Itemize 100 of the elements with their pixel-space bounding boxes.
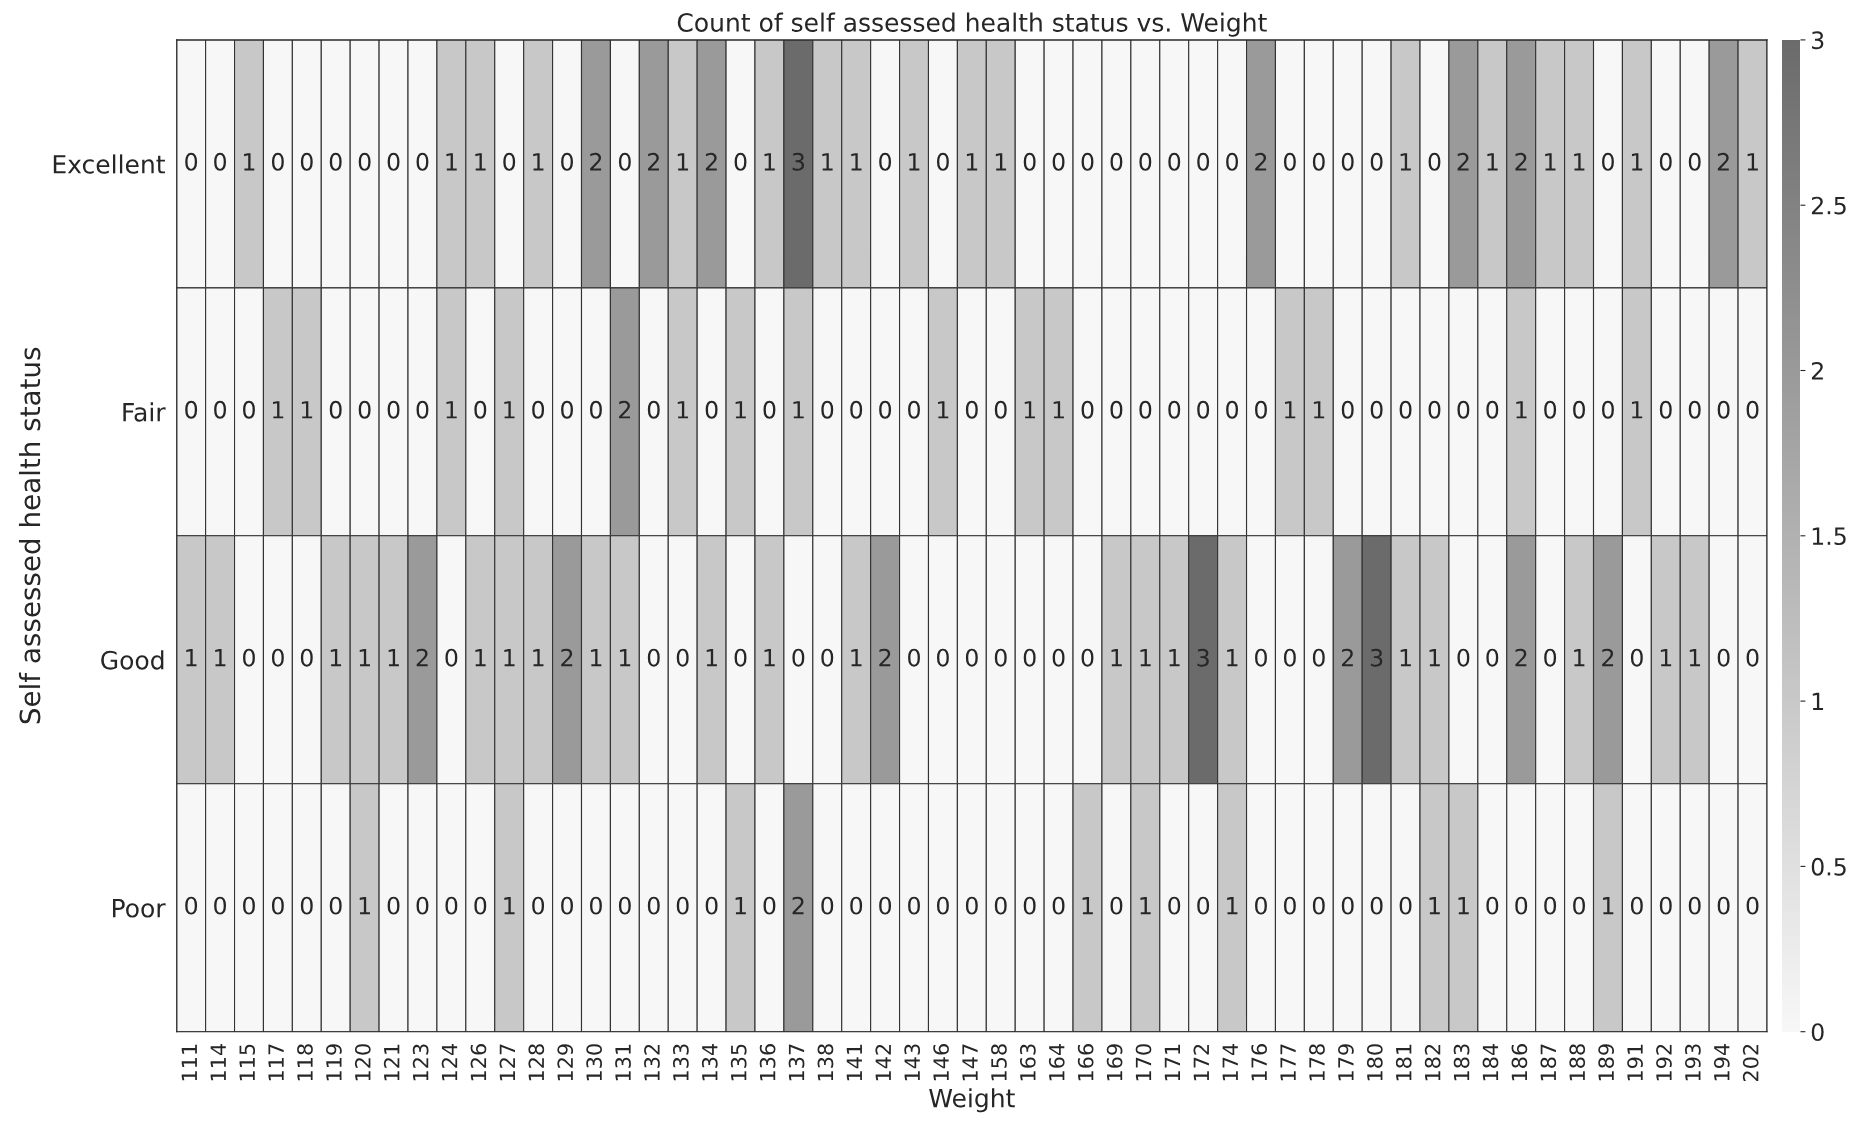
color-bar-label: 2 — [1811, 361, 1823, 380]
data-label: 0 — [358, 152, 371, 171]
data-label: 0 — [271, 896, 284, 915]
data-label: 0 — [1486, 648, 1499, 667]
x-tick-label: 164 — [1048, 1043, 1065, 1081]
x-tick-label: 163 — [1019, 1044, 1036, 1081]
data-label: 0 — [300, 896, 313, 915]
data-label: 1 — [475, 649, 486, 667]
x-tick-label: 179 — [1338, 1044, 1354, 1081]
data-label: 1 — [793, 401, 804, 419]
data-label: 0 — [1197, 152, 1210, 171]
x-tick-label: 184 — [1482, 1043, 1499, 1081]
y-axis-title: Self assessed health status — [18, 347, 41, 724]
data-label: 0 — [1168, 896, 1181, 915]
data-label: 1 — [1603, 897, 1614, 915]
data-label: 0 — [329, 400, 342, 419]
x-tick-label: 135 — [730, 1044, 747, 1081]
data-label: 1 — [1169, 649, 1180, 667]
data-label: 0 — [1630, 896, 1643, 915]
data-label: 1 — [966, 153, 978, 171]
data-label: 0 — [1746, 896, 1759, 915]
data-label: 0 — [1486, 896, 1499, 915]
data-label: 2 — [1457, 152, 1469, 171]
data-label: 0 — [185, 400, 198, 419]
data-label: 0 — [243, 648, 255, 667]
data-label: 0 — [358, 400, 371, 419]
data-label: 0 — [879, 400, 892, 419]
data-label: 1 — [1400, 649, 1411, 667]
data-label: 0 — [1168, 152, 1181, 171]
color-bar-label: 0 — [1811, 1023, 1824, 1042]
data-label: 1 — [1487, 153, 1498, 171]
data-label: 0 — [1486, 400, 1499, 419]
x-tick-label: 142 — [875, 1044, 891, 1081]
data-label: 1 — [301, 401, 313, 419]
data-label: 0 — [329, 896, 342, 915]
data-label: 0 — [1688, 896, 1701, 915]
data-label: 0 — [1052, 152, 1065, 171]
data-label: 1 — [995, 153, 1007, 171]
data-label: 0 — [1688, 152, 1701, 171]
data-label: 0 — [474, 400, 487, 419]
data-label: 0 — [1630, 648, 1643, 667]
data-label: 0 — [908, 648, 920, 667]
data-label: 0 — [1197, 400, 1210, 419]
data-label: 0 — [994, 648, 1007, 667]
x-tick-label: 134 — [701, 1043, 718, 1081]
x-tick-label: 114 — [210, 1043, 226, 1081]
data-label: 0 — [1341, 896, 1354, 915]
x-tick-label: 143 — [904, 1044, 921, 1081]
data-label: 0 — [1746, 400, 1759, 419]
x-tick-label: 118 — [297, 1044, 313, 1081]
data-label: 0 — [936, 896, 949, 915]
data-label: 0 — [1312, 152, 1325, 171]
data-label: 1 — [1429, 649, 1440, 667]
x-tick-label: 180 — [1366, 1044, 1383, 1081]
data-label: 0 — [387, 400, 400, 419]
x-tick-label: 130 — [586, 1044, 603, 1081]
data-label: 0 — [821, 896, 834, 915]
x-tick-label: 202 — [1742, 1044, 1759, 1082]
data-label: 1 — [1545, 153, 1556, 171]
data-label: 1 — [388, 649, 399, 667]
data-label: 0 — [1717, 896, 1730, 915]
x-tick-label: 174 — [1222, 1043, 1238, 1081]
data-label: 0 — [618, 152, 631, 171]
data-label: 1 — [822, 153, 833, 171]
data-label: 0 — [676, 896, 689, 915]
data-label: 0 — [1341, 400, 1354, 419]
data-label: 1 — [1024, 401, 1036, 419]
data-label: 0 — [1428, 400, 1441, 419]
data-label: 0 — [1602, 400, 1614, 419]
data-label: 0 — [300, 648, 313, 667]
data-label: 0 — [705, 896, 718, 915]
x-tick-label: 111 — [181, 1044, 197, 1081]
data-label: 2 — [561, 648, 573, 667]
x-tick-label: 182 — [1424, 1044, 1441, 1081]
data-label: 0 — [185, 152, 198, 171]
data-label: 1 — [244, 153, 255, 171]
data-label: 0 — [734, 152, 747, 171]
x-tick-label: 187 — [1540, 1044, 1557, 1081]
data-label: 0 — [1717, 400, 1730, 419]
x-tick-label: 141 — [846, 1044, 862, 1081]
x-tick-label: 158 — [991, 1044, 1007, 1081]
data-label: 0 — [243, 896, 255, 915]
data-label: 1 — [359, 897, 370, 915]
x-tick-label: 172 — [1193, 1044, 1209, 1081]
data-label: 0 — [1081, 400, 1094, 419]
data-label: 0 — [387, 152, 400, 171]
x-tick-label: 188 — [1569, 1044, 1586, 1081]
data-label: 2 — [792, 896, 804, 915]
data-label: 1 — [1660, 649, 1672, 667]
data-label: 1 — [1111, 649, 1122, 667]
data-label: 0 — [763, 896, 776, 915]
x-tick-label: 177 — [1280, 1044, 1296, 1081]
data-label: 0 — [908, 400, 920, 419]
data-label: 0 — [532, 400, 545, 419]
data-label: 0 — [1052, 648, 1065, 667]
data-label: 2 — [1515, 152, 1527, 171]
data-label: 0 — [561, 896, 573, 915]
data-label: 1 — [706, 649, 717, 667]
data-label: 0 — [1283, 152, 1296, 171]
data-label: 0 — [1544, 648, 1557, 667]
